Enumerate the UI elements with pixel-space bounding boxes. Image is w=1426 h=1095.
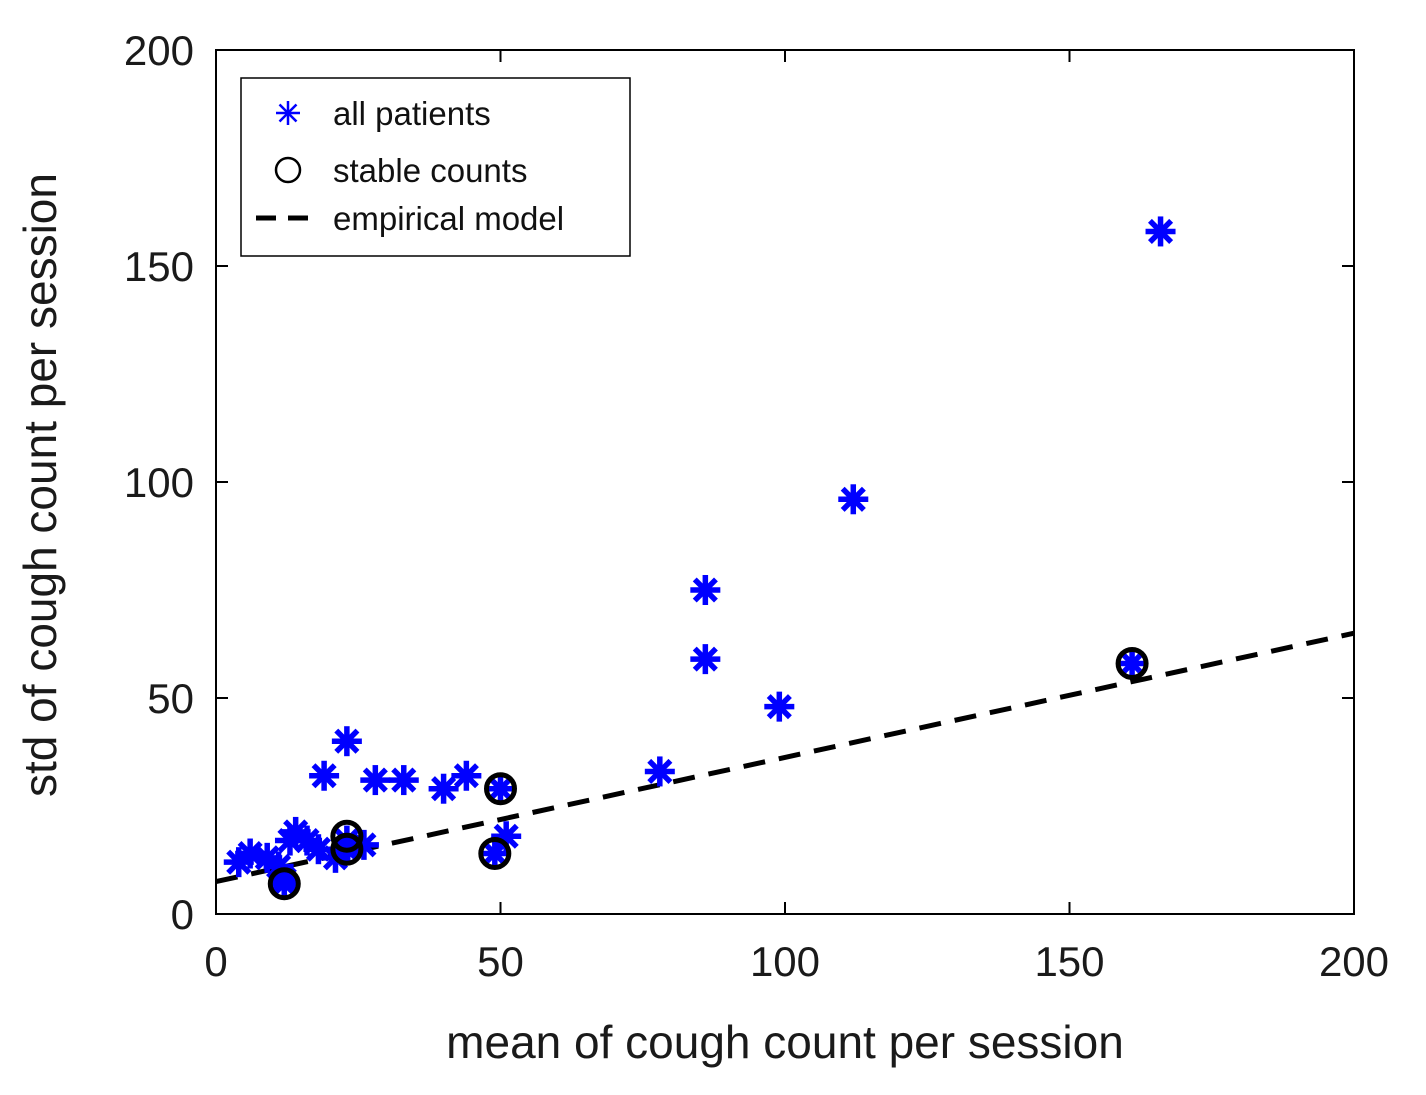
patient-point bbox=[309, 760, 340, 791]
stable-count-circle bbox=[267, 867, 301, 901]
legend-asterisk-mark bbox=[276, 101, 300, 125]
legend-circle-icon bbox=[274, 156, 302, 184]
patient-point bbox=[331, 726, 362, 757]
patient-point bbox=[485, 773, 516, 804]
x-tick-label: 50 bbox=[477, 938, 524, 985]
stable-count-circle bbox=[484, 772, 517, 806]
patient-point bbox=[491, 821, 522, 852]
x-tick-label: 200 bbox=[1319, 938, 1389, 985]
legend-label-all-patients: all patients bbox=[333, 95, 491, 132]
patient-point bbox=[269, 868, 300, 899]
x-tick-label: 100 bbox=[750, 938, 820, 985]
stable-count-circle bbox=[330, 819, 364, 853]
patient-point bbox=[690, 575, 721, 605]
plot-area bbox=[216, 216, 1354, 901]
empirical-model-line bbox=[216, 630, 1354, 885]
y-tick-label: 50 bbox=[147, 675, 194, 722]
patient-point bbox=[644, 756, 675, 787]
patient-point bbox=[428, 773, 459, 804]
stable-count-circle bbox=[1115, 646, 1149, 680]
patient-point bbox=[838, 484, 869, 515]
y-axis-label: std of cough count per session bbox=[14, 173, 66, 797]
legend-label-empirical-model: empirical model bbox=[333, 200, 564, 237]
patient-point bbox=[479, 838, 510, 869]
legend-label-stable-counts: stable counts bbox=[333, 152, 527, 189]
patient-point bbox=[764, 691, 795, 722]
patient-point bbox=[360, 765, 391, 796]
patient-point bbox=[1117, 648, 1148, 679]
y-tick-label: 150 bbox=[124, 243, 194, 290]
legend-asterisk-icon bbox=[276, 101, 300, 125]
x-tick-label: 0 bbox=[204, 938, 227, 985]
patient-point bbox=[1145, 216, 1176, 247]
x-tick-label: 150 bbox=[1034, 938, 1104, 985]
patient-point bbox=[690, 644, 721, 675]
patient-point bbox=[451, 760, 482, 791]
stable-count-circle bbox=[478, 837, 512, 871]
x-axis-label: mean of cough count per session bbox=[446, 1016, 1124, 1068]
patient-point bbox=[388, 765, 419, 796]
y-tick-label: 100 bbox=[124, 459, 194, 506]
axis-ticks: 0 50 100 150 200 0 50 100 150 200 bbox=[124, 27, 1389, 985]
legend-frame bbox=[240, 77, 631, 257]
y-tick-label: 0 bbox=[171, 891, 194, 938]
y-tick-label: 200 bbox=[124, 27, 194, 74]
legend: all patients stable counts empirical mod… bbox=[240, 77, 631, 257]
stable-count-circle bbox=[330, 832, 364, 866]
legend-circle-mark bbox=[274, 156, 302, 184]
